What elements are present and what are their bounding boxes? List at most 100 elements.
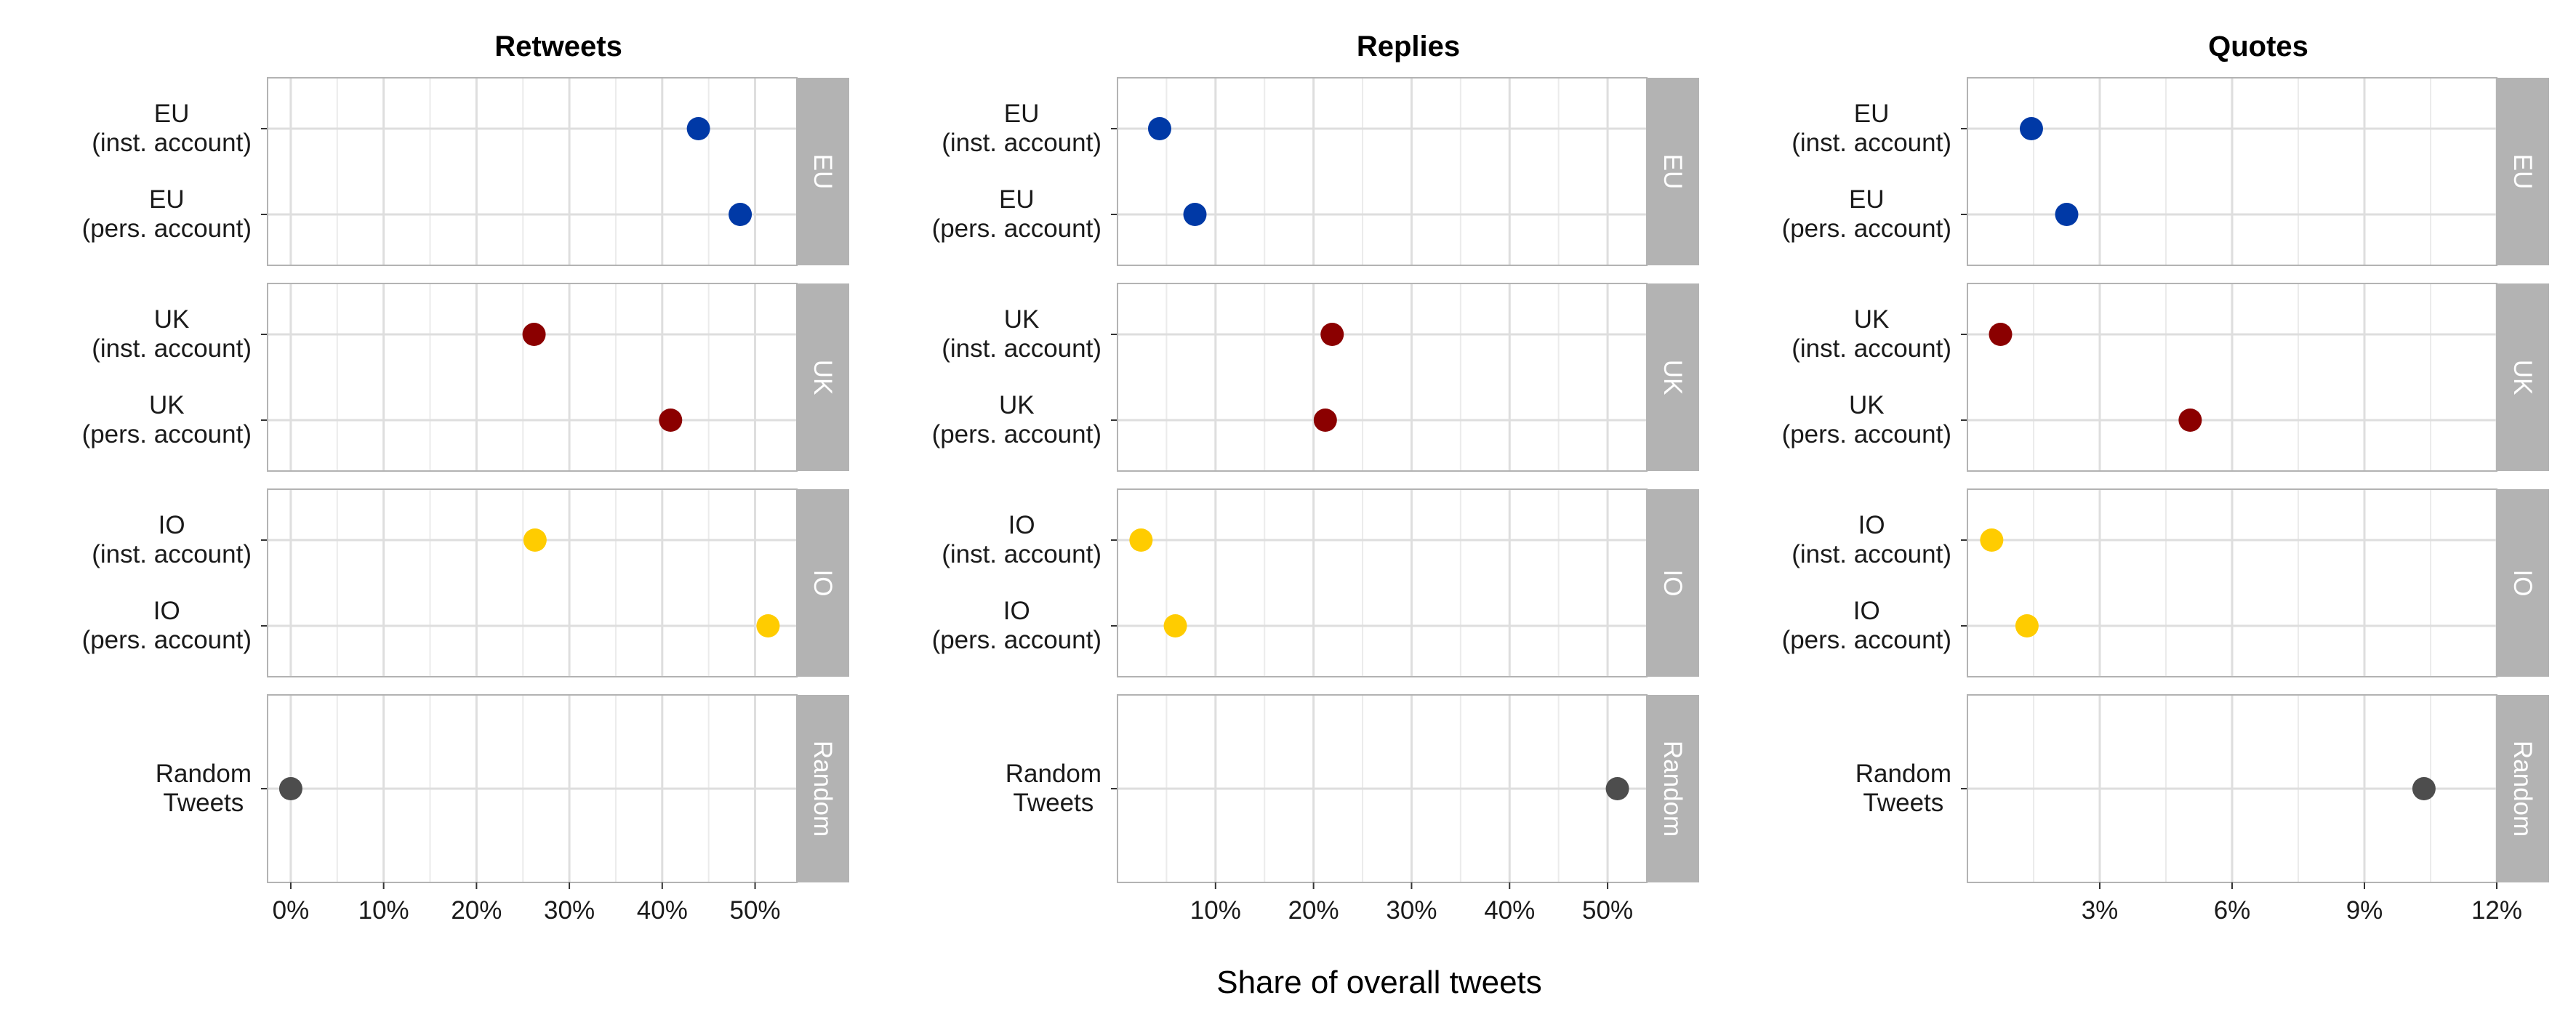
data-point [2412,777,2436,800]
y-tick-label-line: (pers. account) [82,420,252,448]
x-tick-label: 20% [451,896,502,925]
x-tick-label: 50% [1582,896,1633,925]
y-tick-label-line: UK [154,305,190,334]
y-tick-label-line: Random [1855,760,1951,788]
x-tick-label: 40% [637,896,688,925]
y-tick-label: UK (pers. account) [1782,391,1951,448]
facet-strip [1647,695,1699,882]
y-tick-label-line: Random [156,760,252,788]
x-tick-label: 40% [1484,896,1535,925]
facet-strip-label: Random [2508,741,2537,837]
data-point [2055,203,2079,226]
y-tick-label-line: UK [999,391,1035,419]
y-tick-label-line: UK [1004,305,1040,334]
data-point [729,203,753,226]
facet-strip-label: Random [1658,741,1687,837]
y-tick-label: Random Tweets [156,760,252,817]
y-tick-label-line: Tweets [1863,789,1943,817]
y-tick-label-line: (inst. account) [92,540,252,568]
y-tick-label: UK (inst. account) [1791,305,1951,363]
data-point [756,614,780,637]
y-tick-label-line: UK [149,391,185,419]
y-tick-label-line: EU [1849,185,1885,214]
facet-strip [2497,78,2549,265]
y-tick-label: IO (pers. account) [82,597,252,654]
data-point [1163,614,1187,637]
panel-title-quotes: Quotes [2208,31,2308,63]
y-tick-label-line: EU [154,100,190,128]
x-tick-label: 30% [544,896,595,925]
panel-background [268,78,797,265]
y-tick-label: IO (pers. account) [1782,597,1951,654]
facet-strip [797,489,849,677]
data-point [2019,117,2043,140]
panel-retweets-eu: EU (inst. account)EU (pers. account)EU [82,77,849,266]
y-tick-label-line: IO [1853,597,1880,625]
panel-retweets-random: Random Tweets Random [156,694,849,883]
panel-background [268,489,797,677]
data-point [1989,323,2013,346]
panel-retweets-uk: UK (inst. account)UK (pers. account)UK [82,283,849,472]
data-point [659,409,683,432]
y-tick-label-line: UK [1849,391,1885,419]
panel-title-replies: Replies [1357,31,1460,63]
x-tick-label: 10% [1190,896,1241,925]
data-point [1320,323,1344,346]
y-tick-label: EU (inst. account) [1791,100,1951,157]
y-tick-label-line: EU [999,185,1035,214]
panel-quotes-io: IO (inst. account)IO (pers. account)IO [1782,488,2549,677]
y-tick-label-line: EU [1004,100,1040,128]
y-tick-label: UK (inst. account) [942,305,1102,363]
y-tick-label-line: IO [1858,511,1885,539]
panel-title-retweets: Retweets [494,31,622,63]
facet-strip [797,78,849,265]
x-tick-label: 0% [273,896,310,925]
y-tick-label: EU (pers. account) [932,185,1102,243]
y-tick-label-line: (pers. account) [932,420,1102,448]
y-tick-label: IO (inst. account) [1791,511,1951,568]
y-tick-label-line: IO [153,597,180,625]
facet-strip [797,283,849,471]
facet-strip-label: UK [808,360,837,395]
y-tick-label-line: (pers. account) [1782,214,1951,243]
facet-strip [2497,283,2549,471]
y-tick-label-line: IO [1003,597,1030,625]
panel-background [1118,78,1647,265]
x-tick-label: 50% [729,896,780,925]
y-tick-label-line: (inst. account) [92,129,252,157]
y-tick-label: IO (pers. account) [932,597,1102,654]
data-point [2178,409,2202,432]
y-tick-label: IO (inst. account) [92,511,252,568]
x-tick-label: 3% [2082,896,2119,925]
data-point [522,323,546,346]
y-tick-label-line: IO [1008,511,1035,539]
data-point [278,777,302,800]
panel-quotes-random: Random Tweets Random [1855,694,2549,883]
panel-quotes-uk: UK (inst. account) UK (pers. account)UK [1782,283,2549,472]
facet-strip-label: IO [1658,570,1687,597]
data-point [1605,777,1629,800]
y-tick-label-line: (pers. account) [1782,420,1951,448]
x-tick-label: 9% [2346,896,2383,925]
data-point [2015,614,2039,637]
y-tick-label-line: Tweets [163,789,244,817]
y-tick-label: EU (pers. account) [1782,185,1951,243]
facet-strip [1647,283,1699,471]
y-tick-label-line: (inst. account) [1791,334,1951,363]
facet-strip-label: EU [2508,154,2537,190]
y-tick-label-line: (pers. account) [1782,626,1951,654]
y-tick-label-line: (inst. account) [92,334,252,363]
y-tick-label-line: EU [149,185,185,214]
y-tick-label-line: Tweets [1013,789,1094,817]
data-point [1129,528,1153,552]
x-tick-label: 30% [1386,896,1437,925]
facet-strip-label: IO [2508,570,2537,597]
data-point [1183,203,1207,226]
facet-strip [797,695,849,882]
facet-strip-label: UK [1658,360,1687,395]
y-tick-label-line: EU [1854,100,1890,128]
y-tick-label-line: (inst. account) [942,129,1102,157]
y-tick-label-line: (pers. account) [82,214,252,243]
